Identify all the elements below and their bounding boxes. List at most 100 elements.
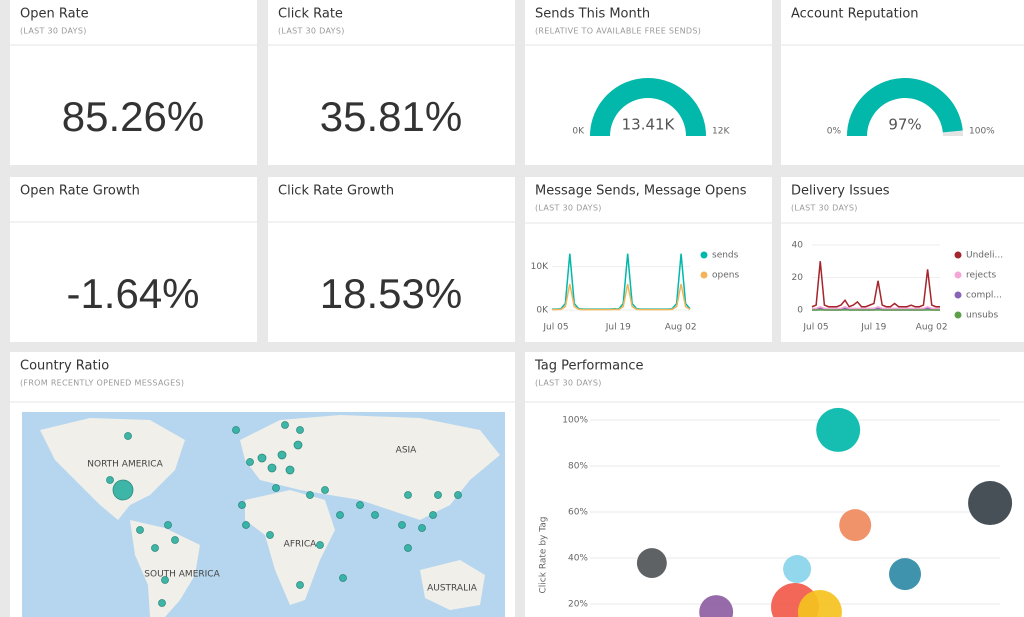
y-tick-label: 80% <box>568 462 588 472</box>
map-dot <box>266 531 274 539</box>
tile-subtitle: (FROM RECENTLY OPENED MESSAGES) <box>20 379 184 388</box>
bubble <box>783 555 812 584</box>
gauge-arc <box>847 77 963 136</box>
kpi-value: 35.81% <box>320 93 462 140</box>
y-tick-label: 0K <box>536 306 549 316</box>
legend-label: compl... <box>966 291 1002 301</box>
map-dot <box>242 521 250 529</box>
map-label: SOUTH AMERICA <box>144 570 220 580</box>
tile <box>10 177 257 342</box>
x-tick-label: Aug 02 <box>665 323 697 333</box>
tile-title: Tag Performance <box>534 359 644 374</box>
map-dot <box>151 544 159 552</box>
legend-swatch <box>700 251 708 259</box>
y-tick-label: 0 <box>797 306 803 316</box>
land <box>130 520 200 617</box>
legend-swatch <box>954 311 962 319</box>
map-dot <box>398 521 406 529</box>
y-tick-label: 10K <box>531 262 549 272</box>
y-tick-label: 100% <box>562 416 588 426</box>
tile-title: Click Rate Growth <box>278 184 394 199</box>
bubble <box>797 590 842 617</box>
map-dot <box>136 526 144 534</box>
map-dot <box>296 426 304 434</box>
x-tick-label: Jul 05 <box>542 323 568 333</box>
bubble <box>636 548 667 579</box>
tile-title: Click Rate <box>278 7 343 22</box>
tile-title: Account Reputation <box>791 7 919 22</box>
tile <box>525 177 772 342</box>
tile-subtitle: (LAST 30 DAYS) <box>535 204 602 213</box>
bubble <box>699 595 734 617</box>
map-dot <box>306 491 314 499</box>
map-dot <box>285 465 295 475</box>
legend-label: unsubs <box>966 311 999 321</box>
tile-subtitle: (RELATIVE TO AVAILABLE FREE SENDS) <box>535 27 701 36</box>
legend-swatch <box>700 271 708 279</box>
legend-swatch <box>954 291 962 299</box>
map-dot <box>404 544 412 552</box>
bubble <box>889 558 922 591</box>
x-tick-label: Jul 05 <box>802 323 828 333</box>
map-label: ASIA <box>396 446 418 456</box>
map-dot <box>232 426 240 434</box>
map-dot <box>434 491 442 499</box>
map-dot <box>257 453 267 463</box>
map-dot <box>161 576 169 584</box>
map-dot <box>371 511 379 519</box>
tile-title: Open Rate <box>20 7 89 22</box>
gauge-min: 0% <box>827 127 842 137</box>
map-dot <box>124 432 132 440</box>
map <box>22 412 505 617</box>
y-tick-label: 40% <box>568 554 588 564</box>
map-dot <box>272 484 280 492</box>
map-label: AFRICA <box>284 540 318 550</box>
gauge-min: 0K <box>572 127 585 137</box>
land <box>40 418 185 520</box>
legend-label: opens <box>712 271 739 281</box>
gauge-arc <box>589 77 706 136</box>
y-tick-label: 20% <box>568 600 588 610</box>
map-dot <box>316 541 324 549</box>
tile <box>268 0 515 165</box>
tile-title: Country Ratio <box>20 359 109 374</box>
land <box>420 560 485 610</box>
gauge-max: 100% <box>969 127 995 137</box>
line <box>811 261 940 308</box>
map-dot <box>267 463 277 473</box>
tile-subtitle: (LAST 30 DAYS) <box>535 379 602 388</box>
tile <box>268 177 515 342</box>
legend-swatch <box>954 271 962 279</box>
bubble <box>968 481 1013 526</box>
map-dot <box>454 491 462 499</box>
y-tick-label: 60% <box>568 508 588 518</box>
line <box>552 283 691 311</box>
gauge-value: 97% <box>888 116 921 134</box>
kpi-value: 85.26% <box>62 93 204 140</box>
map-dot <box>429 511 437 519</box>
tile-title: Open Rate Growth <box>20 184 140 199</box>
kpi-value: 18.53% <box>320 270 462 317</box>
map-dot <box>112 479 134 501</box>
y-tick-label: 40 <box>792 241 804 251</box>
land <box>245 490 335 605</box>
legend-label: sends <box>712 251 739 261</box>
legend-label: rejects <box>966 271 997 281</box>
map-dot <box>418 524 426 532</box>
scatter-plot: 20% 40% 60% 80% 100% <box>562 407 1013 617</box>
map-dot <box>171 536 179 544</box>
x-tick-label: Jul 19 <box>860 323 886 333</box>
bubble <box>839 509 872 542</box>
bubble <box>816 407 861 452</box>
tile-title: Message Sends, Message Opens <box>535 184 747 199</box>
legend-swatch <box>954 251 962 259</box>
tile <box>781 177 1024 342</box>
tile-subtitle: (LAST 30 DAYS) <box>20 27 87 36</box>
tile <box>525 352 1024 617</box>
tile-title: Delivery Issues <box>791 184 890 199</box>
map-dot <box>356 501 364 509</box>
map-dot <box>164 521 172 529</box>
map-dot <box>296 581 304 589</box>
